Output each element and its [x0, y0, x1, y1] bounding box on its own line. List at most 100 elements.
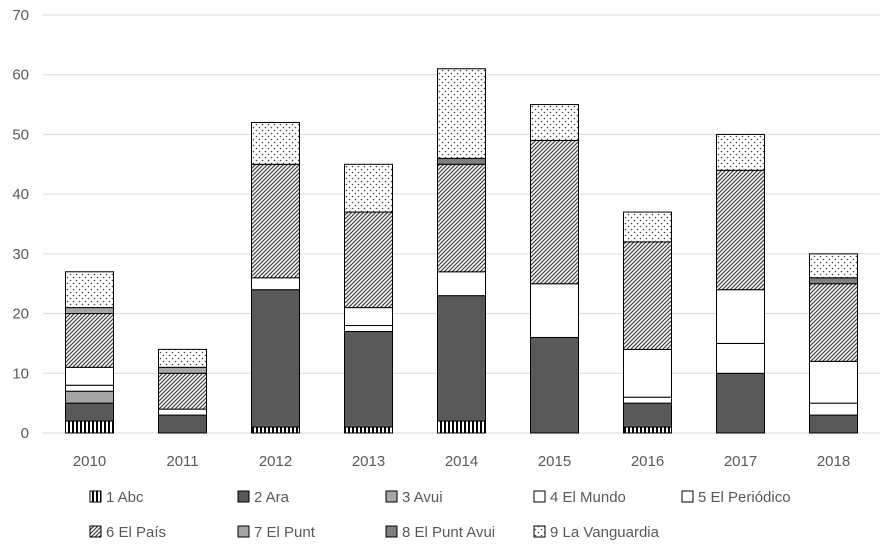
bar-segment-2-ara-2011 — [158, 414, 207, 434]
legend-item-5-el-periodico: 5 El Periódico — [681, 489, 791, 506]
x-tick-label: 2016 — [631, 453, 664, 470]
bar-segment-9-la-vanguardia-2018 — [809, 253, 858, 279]
legend-swatch — [681, 490, 694, 503]
bar-segment-8-el-punt-avui-2014 — [437, 157, 486, 165]
x-tick-label: 2014 — [445, 453, 478, 470]
x-tick-label: 2018 — [817, 453, 850, 470]
x-tick-label: 2017 — [724, 453, 757, 470]
bar-segment-5-el-periodico-2012 — [251, 277, 300, 291]
bar-segment-2-ara-2013 — [344, 330, 393, 428]
bar-segment-4-el-mundo-2013 — [344, 325, 393, 332]
legend-label: 1 Abc — [106, 489, 144, 506]
x-tick-label: 2012 — [259, 453, 292, 470]
bar-segment-5-el-periodico-2015 — [530, 283, 579, 338]
bar-segment-6-el-pais-2017 — [716, 169, 765, 291]
bar-segment-4-el-mundo-2017 — [716, 342, 765, 374]
legend-label: 3 Avui — [402, 489, 443, 506]
bar-segment-8-el-punt-avui-2018 — [809, 277, 858, 285]
legend-swatch — [385, 490, 398, 503]
legend-swatch — [237, 490, 250, 503]
bar-segment-2-ara-2016 — [623, 402, 672, 428]
bar-segment-9-la-vanguardia-2016 — [623, 211, 672, 243]
bar-segment-2-ara-2018 — [809, 414, 858, 434]
bar-segment-2-ara-2015 — [530, 336, 579, 434]
legend-label: 9 La Vanguardia — [550, 524, 660, 541]
legend-swatch — [89, 525, 102, 538]
bar-segment-2-ara-2017 — [716, 372, 765, 434]
y-axis-ticks: 0 10 20 30 40 50 60 70 — [12, 7, 29, 442]
bar-segment-6-el-pais-2010 — [65, 313, 114, 368]
bar-segment-6-el-pais-2012 — [251, 163, 300, 279]
bar-segment-6-el-pais-2011 — [158, 372, 207, 410]
bar-segment-6-el-pais-2018 — [809, 283, 858, 362]
legend-label: 5 El Periódico — [698, 489, 791, 506]
bar-segment-6-el-pais-2016 — [623, 241, 672, 350]
legend-label: 7 El Punt — [254, 524, 316, 541]
bar-segment-5-el-periodico-2010 — [65, 366, 114, 386]
bar-segment-5-el-periodico-2017 — [716, 289, 765, 344]
bar-segment-9-la-vanguardia-2013 — [344, 163, 393, 213]
legend-item-9-la-vanguardia: 9 La Vanguardia — [533, 524, 660, 541]
legend-swatch — [89, 490, 102, 503]
bar-segment-4-el-mundo-2016 — [623, 396, 672, 404]
bar-segment-1-abc-2016 — [623, 426, 672, 434]
bar-segment-1-abc-2013 — [344, 426, 393, 434]
legend-item-2-ara: 2 Ara — [237, 489, 290, 506]
x-axis-ticks: 2010 2011 2012 2013 2014 2015 2016 2017 2018 — [73, 453, 850, 470]
bar-segment-5-el-periodico-2016 — [623, 348, 672, 398]
legend-swatch — [237, 525, 250, 538]
x-tick-label: 2013 — [352, 453, 385, 470]
y-tick-label: 10 — [12, 365, 29, 382]
bar-segment-9-la-vanguardia-2017 — [716, 133, 765, 171]
bar-segment-5-el-periodico-2014 — [437, 271, 486, 297]
legend-label: 8 El Punt Avui — [402, 524, 495, 541]
bar-segment-9-la-vanguardia-2010 — [65, 271, 114, 309]
bar-segment-9-la-vanguardia-2015 — [530, 104, 579, 141]
legend-label: 4 El Mundo — [550, 489, 626, 506]
legend-item-6-el-pais: 6 El País — [89, 524, 166, 541]
bar-segment-9-la-vanguardia-2014 — [437, 68, 486, 159]
bar-segment-5-el-periodico-2018 — [809, 360, 858, 404]
bar-segment-3-avui-2010 — [65, 390, 114, 404]
y-tick-label: 0 — [21, 425, 29, 442]
bar-segment-1-abc-2014 — [437, 420, 486, 434]
legend-item-8-el-punt-avui: 8 El Punt Avui — [385, 524, 495, 541]
legend: 1 Abc 2 Ara 3 Avui 4 El Mundo 5 El Periódico… — [89, 489, 791, 541]
bar-segment-5-el-periodico-2011 — [158, 408, 207, 416]
legend-item-1-abc: 1 Abc — [89, 489, 144, 506]
x-tick-label: 2011 — [166, 453, 198, 470]
legend-item-3-avui: 3 Avui — [385, 489, 443, 506]
x-tick-label: 2010 — [73, 453, 106, 470]
bar-segment-1-abc-2012 — [251, 426, 300, 434]
bar-segment-9-la-vanguardia-2012 — [251, 121, 300, 165]
y-tick-label: 20 — [12, 306, 29, 323]
bar-segment-6-el-pais-2014 — [437, 163, 486, 273]
bar-segment-7-el-punt-2011 — [158, 366, 207, 374]
bar-segment-6-el-pais-2013 — [344, 211, 393, 309]
x-tick-label: 2015 — [538, 453, 571, 470]
y-tick-label: 40 — [12, 186, 29, 203]
y-tick-label: 60 — [12, 67, 29, 84]
bar-segment-6-el-pais-2015 — [530, 139, 579, 285]
bars — [65, 68, 858, 434]
legend-swatch — [533, 490, 546, 503]
bar-segment-4-el-mundo-2010 — [65, 384, 114, 392]
legend-label: 6 El País — [106, 524, 166, 541]
bar-segment-2-ara-2014 — [437, 295, 486, 422]
legend-item-4-el-mundo: 4 El Mundo — [533, 489, 626, 506]
legend-item-7-el-punt: 7 El Punt — [237, 524, 316, 541]
legend-swatch — [385, 525, 398, 538]
bar-segment-9-la-vanguardia-2011 — [158, 348, 207, 368]
bar-segment-2-ara-2012 — [251, 289, 300, 428]
legend-swatch — [533, 525, 546, 538]
y-tick-label: 30 — [12, 246, 29, 263]
bar-segment-4-el-mundo-2018 — [809, 402, 858, 416]
legend-label: 2 Ara — [254, 489, 290, 506]
bar-segment-1-abc-2010 — [65, 420, 114, 434]
bar-segment-5-el-periodico-2013 — [344, 307, 393, 327]
bar-segment-7-el-punt-2010 — [65, 307, 114, 315]
y-tick-label: 70 — [12, 7, 29, 24]
y-tick-label: 50 — [12, 126, 29, 143]
bar-segment-2-ara-2010 — [65, 402, 114, 422]
